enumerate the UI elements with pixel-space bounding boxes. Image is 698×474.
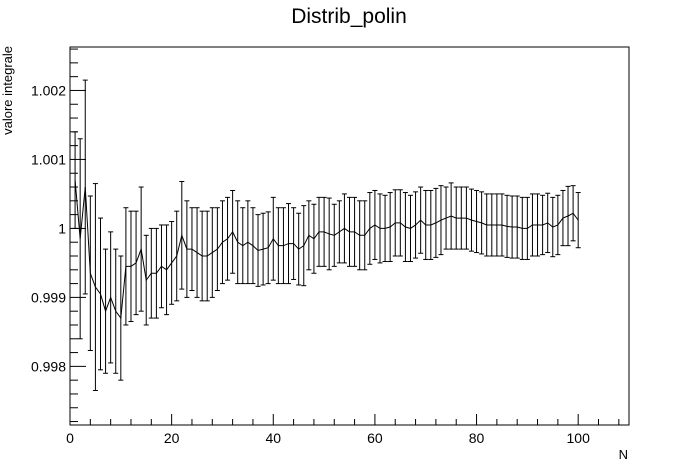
y-tick-label: 1.001 <box>31 151 66 167</box>
x-axis-title: N <box>619 447 628 462</box>
series-line <box>74 180 579 320</box>
x-tick-label: 100 <box>567 430 591 446</box>
y-axis: 0.998 0.999 1 1.001 1.002 <box>31 48 86 423</box>
y-tick-label: 0.999 <box>31 289 66 305</box>
x-tick-label: 20 <box>164 430 180 446</box>
y-axis-title: valore integrale <box>0 46 15 135</box>
x-tick-label: 60 <box>367 430 383 446</box>
y-tick-label: 0.998 <box>31 358 66 374</box>
plot-frame <box>69 46 630 426</box>
y-tick-label: 1.002 <box>31 82 66 98</box>
x-axis: 0 20 40 60 80 100 <box>66 414 620 446</box>
error-bar <box>72 131 78 229</box>
y-tick-label: 1 <box>58 220 66 236</box>
x-tick-label: 40 <box>265 430 281 446</box>
chart-title: Distrib_polin <box>291 5 407 28</box>
x-tick-label: 0 <box>66 430 74 446</box>
x-tick-label: 80 <box>469 430 485 446</box>
